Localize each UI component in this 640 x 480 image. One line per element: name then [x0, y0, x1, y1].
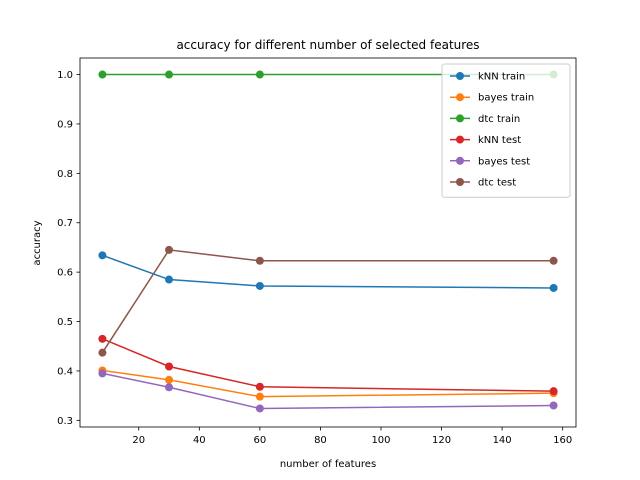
data-point-knn-train: [549, 283, 558, 292]
y-tick-label: 1.0: [57, 70, 73, 81]
y-tick-label: 0.4: [57, 366, 73, 377]
y-tick-label: 0.5: [57, 317, 73, 328]
data-point-dtc-train: [165, 70, 174, 79]
series-layer: [98, 70, 558, 413]
x-tick-label: 20: [132, 435, 145, 446]
data-point-knn-test: [165, 362, 174, 371]
legend-swatch-marker: [456, 72, 464, 80]
x-tick-label: 120: [432, 435, 451, 446]
legend-swatch-marker: [456, 156, 464, 165]
series-line-knn-test: [102, 338, 554, 392]
data-point-knn-test: [255, 382, 264, 391]
data-point-bayes-train: [165, 375, 174, 384]
data-point-dtc-test: [549, 256, 558, 265]
data-point-bayes-test: [98, 369, 107, 378]
legend-swatch-marker: [456, 178, 464, 186]
data-point-dtc-train: [255, 70, 264, 79]
data-point-knn-train: [98, 251, 107, 260]
series-bayes-test: [98, 369, 558, 413]
legend-item-knn-train: kNN train: [450, 72, 525, 83]
data-point-bayes-test: [255, 404, 264, 413]
data-point-knn-test: [98, 334, 107, 343]
legend-label: dtc test: [478, 178, 516, 189]
y-tick-label: 0.8: [57, 169, 73, 180]
series-knn-train: [98, 251, 558, 292]
data-point-knn-test: [549, 387, 558, 396]
x-tick-label: 140: [493, 435, 512, 446]
data-point-dtc-train: [98, 70, 107, 79]
series-line-dtc-test: [101, 249, 554, 354]
data-point-dtc-test: [255, 256, 264, 265]
series-knn-test: [98, 334, 558, 396]
y-tick-label: 0.7: [57, 218, 73, 229]
data-point-dtc-test: [165, 245, 174, 254]
chart-title: accuracy for different number of selecte…: [176, 38, 479, 52]
data-point-knn-train: [165, 275, 174, 284]
legend-item-knn-test: kNN test: [450, 135, 521, 146]
data-point-bayes-train: [255, 392, 264, 401]
x-tick-label: 100: [371, 435, 390, 446]
x-tick-label: 40: [193, 435, 206, 446]
y-tick-label: 0.3: [57, 416, 73, 427]
series-line-bayes-test: [102, 372, 554, 410]
series-dtc-test: [98, 245, 558, 357]
legend-label: dtc train: [478, 114, 520, 125]
y-tick-label: 0.6: [57, 268, 73, 279]
legend-label: bayes test: [478, 156, 530, 167]
x-axis-label: number of features: [280, 459, 376, 470]
legend-swatch-marker: [456, 114, 464, 123]
legend-item-dtc-train: dtc train: [450, 114, 520, 125]
y-axis-label: accuracy: [32, 220, 43, 265]
legend-item-bayes-test: bayes test: [450, 156, 530, 167]
data-point-bayes-test: [549, 401, 558, 410]
legend-swatch-marker: [456, 135, 464, 144]
legend-label: bayes train: [478, 93, 534, 104]
plot-frame: [79, 57, 577, 428]
x-tick-label: 80: [314, 435, 327, 446]
data-point-dtc-test: [98, 348, 107, 357]
x-tick-label: 60: [254, 435, 267, 446]
series-line-bayes-train: [102, 369, 554, 398]
legend-swatch-marker: [456, 93, 464, 102]
legend-item-bayes-train: bayes train: [450, 93, 534, 104]
legend-label: kNN train: [478, 72, 525, 83]
data-point-bayes-test: [165, 383, 174, 392]
data-point-knn-train: [255, 281, 264, 290]
legend-item-dtc-test: dtc test: [450, 178, 516, 189]
axis-layer: 20 40 60 80 100 120 140 160 0.3 0.4 0.5 0.6 0.7 0.8 0.…: [57, 70, 572, 446]
series-line-knn-train: [102, 254, 554, 289]
legend-box: [441, 63, 571, 198]
y-tick-label: 0.9: [57, 119, 73, 130]
legend-label: kNN test: [478, 135, 521, 146]
legend: kNN train bayes train dtc train kNN test bay…: [441, 63, 571, 198]
x-tick-label: 160: [553, 435, 572, 446]
